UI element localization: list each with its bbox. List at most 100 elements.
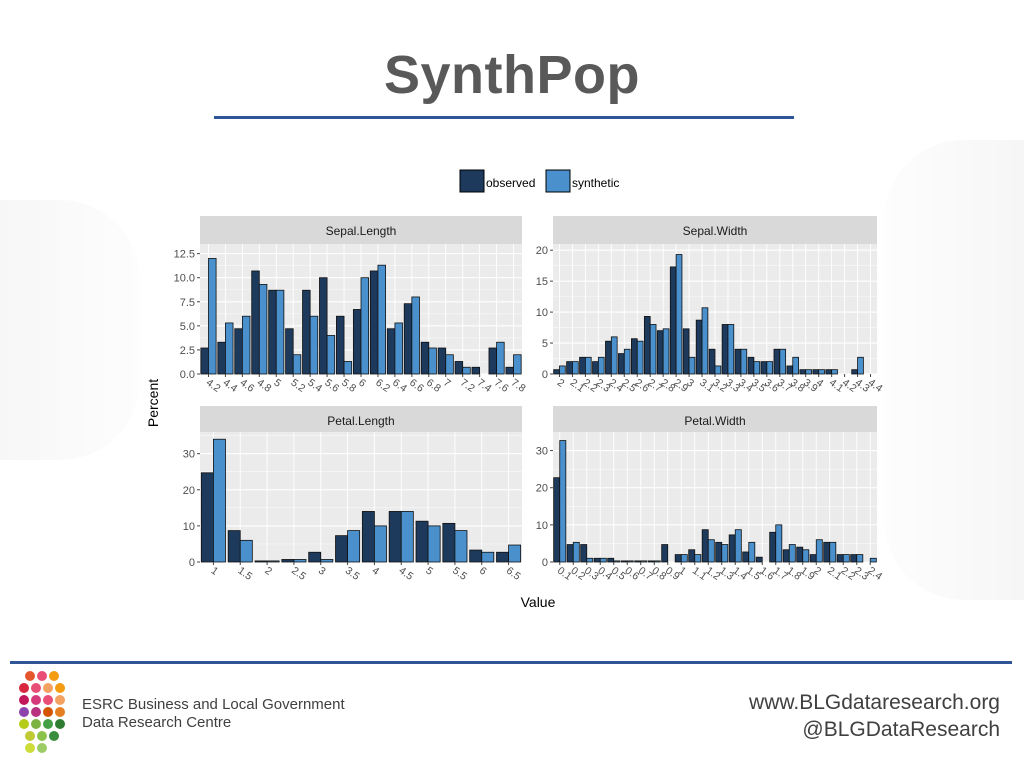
- bar-observed: [420, 341, 430, 375]
- bar-observed: [701, 529, 709, 563]
- bar-observed: [386, 328, 396, 375]
- x-tick-label: 7.2: [458, 377, 477, 395]
- bar-observed: [728, 534, 736, 563]
- bar-synthetic: [788, 544, 796, 563]
- bar-observed: [415, 520, 429, 563]
- x-tick-label: 6.6: [407, 377, 426, 395]
- bar-observed: [682, 328, 690, 375]
- facet-strip-label: Sepal.Length: [326, 224, 397, 238]
- y-tick-label: 30: [183, 449, 195, 461]
- organisation-name: ESRC Business and Local Government Data …: [82, 696, 345, 732]
- bar-synthetic: [802, 549, 810, 563]
- y-tick-label: 7.5: [180, 297, 195, 309]
- bar-observed: [812, 369, 820, 375]
- website-link[interactable]: www.BLGdataresearch.org: [749, 691, 1000, 714]
- bar-synthetic: [347, 530, 361, 563]
- title-underline: [214, 116, 794, 119]
- bar-observed: [302, 289, 311, 375]
- bar-synthetic: [753, 361, 761, 375]
- bar-synthetic: [454, 530, 468, 563]
- bar-observed: [643, 316, 651, 375]
- bar-observed: [553, 477, 561, 563]
- x-tick-label: 6: [477, 565, 489, 578]
- bar-observed: [809, 554, 817, 563]
- bar-synthetic: [815, 539, 823, 563]
- logo-dot: [55, 707, 65, 717]
- bar-observed: [851, 369, 858, 375]
- bar-synthetic: [343, 361, 353, 375]
- bar-synthetic: [266, 560, 280, 563]
- bar-observed: [268, 289, 277, 375]
- bar-synthetic: [374, 525, 387, 563]
- panel-petal-length: Petal.Length 0 10 20 30 1 1.5 2 2.5 3 3.5 4 4.5 5 5.5 6…: [183, 406, 523, 583]
- y-tick-label: 0: [542, 369, 548, 381]
- facet-strip: [200, 406, 522, 432]
- logo-dot: [31, 707, 41, 717]
- bar-synthetic: [445, 354, 454, 375]
- contact-block: www.BLGdataresearch.org @BLGDataResearch: [749, 689, 1000, 743]
- logo-dot: [43, 683, 53, 693]
- bar-observed: [823, 541, 831, 563]
- y-tick-label: 10: [536, 520, 548, 532]
- logo-dot: [31, 695, 41, 705]
- x-tick-label: 5: [272, 377, 284, 390]
- bar-observed: [631, 338, 638, 375]
- bar-synthetic: [869, 557, 877, 563]
- x-tick-label: 3: [316, 565, 328, 578]
- x-tick-label: 6.8: [424, 377, 443, 395]
- bar-synthetic: [805, 369, 812, 375]
- bar-observed: [388, 511, 402, 563]
- bar-observed: [647, 560, 655, 563]
- facet-strip-label: Sepal.Width: [683, 224, 748, 238]
- bar-observed: [721, 324, 729, 375]
- bar-synthetic: [623, 348, 631, 375]
- bar-synthetic: [572, 361, 579, 375]
- bar-synthetic: [818, 369, 825, 375]
- y-axis-title: Percent: [145, 379, 161, 427]
- bar-synthetic: [694, 554, 702, 563]
- bar-observed: [234, 328, 243, 375]
- bar-synthetic: [831, 369, 838, 375]
- x-tick-label: 6.2: [373, 377, 392, 395]
- bar-observed: [786, 365, 794, 375]
- x-tick-label: 7.4: [475, 377, 494, 395]
- bar-synthetic: [792, 356, 799, 375]
- bar-observed: [742, 551, 750, 563]
- bar-synthetic: [740, 348, 748, 375]
- y-tick-label: 15: [536, 276, 548, 288]
- logo-dot: [19, 683, 29, 693]
- bar-synthetic: [734, 529, 742, 563]
- bar-synthetic: [842, 554, 850, 563]
- bar-synthetic: [613, 560, 621, 563]
- facet-strip-label: Petal.Length: [327, 414, 394, 428]
- legend-label-synthetic: synthetic: [572, 176, 619, 190]
- x-tick-label: 2.5: [289, 565, 308, 583]
- slide-title: SynthPop: [384, 45, 640, 105]
- bar-synthetic: [721, 544, 729, 563]
- bar-observed: [688, 549, 696, 563]
- bar-observed: [669, 266, 677, 375]
- bar-synthetic: [727, 324, 735, 375]
- logo-dot: [19, 695, 29, 705]
- bar-observed: [760, 361, 768, 375]
- bar-synthetic: [680, 554, 688, 563]
- bar-observed: [254, 560, 268, 563]
- background-swirl-left: [0, 200, 140, 460]
- bar-synthetic: [610, 336, 618, 375]
- organisation-name-line-2: Data Research Centre: [82, 714, 232, 731]
- faceted-bar-chart: observed synthetic Sepal.Length 0.0 2.5 5.0 7.…: [145, 169, 885, 610]
- bar-synthetic: [292, 354, 302, 375]
- x-tick-label: 7: [441, 377, 453, 390]
- bar-observed: [361, 511, 375, 563]
- bar-synthetic: [377, 264, 386, 375]
- y-tick-label: 10: [536, 307, 548, 319]
- bar-synthetic: [241, 315, 251, 375]
- x-tick-label: 6.5: [504, 565, 523, 583]
- bar-observed: [285, 328, 294, 375]
- bar-observed: [454, 361, 464, 375]
- twitter-handle[interactable]: @BLGDataResearch: [802, 718, 1000, 741]
- x-tick-label: 1: [677, 565, 689, 578]
- x-tick-label: 5.8: [339, 377, 358, 395]
- bar-observed: [217, 341, 226, 375]
- background-swirl-right: [884, 140, 1024, 600]
